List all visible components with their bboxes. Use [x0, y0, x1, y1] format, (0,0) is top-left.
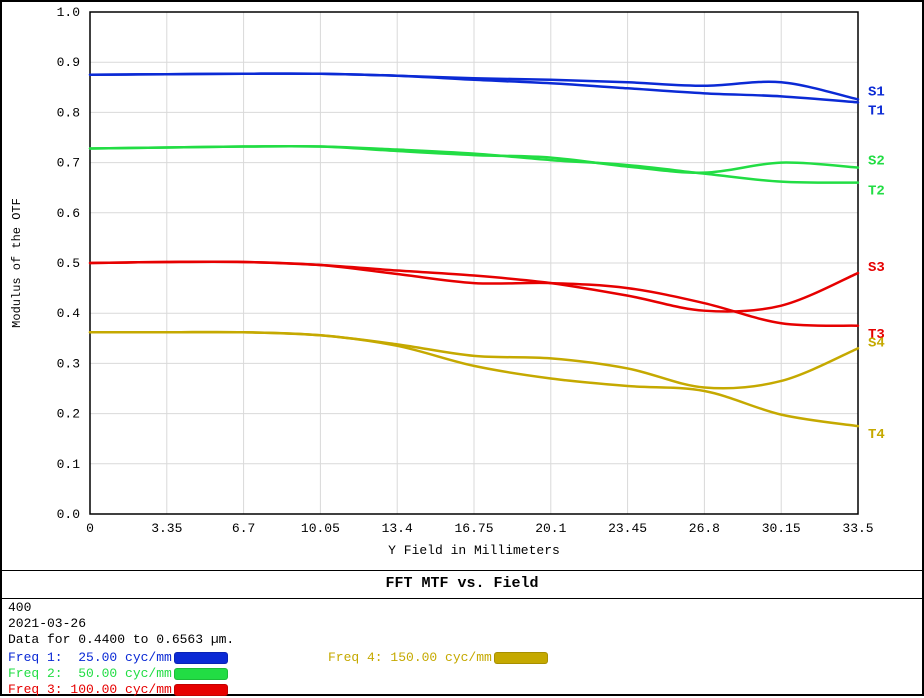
x-axis-label: Y Field in Millimeters [388, 543, 560, 558]
series-label-S4: S4 [868, 335, 885, 351]
freq-label: Freq 4: [328, 650, 383, 665]
freq-swatch [174, 684, 228, 696]
y-tick-label: 0.5 [57, 256, 80, 271]
x-tick-label: 0 [86, 521, 94, 536]
chart-title: FFT MTF vs. Field [2, 570, 922, 599]
x-tick-label: 33.5 [842, 521, 873, 536]
y-tick-label: 0.9 [57, 55, 80, 70]
x-tick-label: 6.7 [232, 521, 255, 536]
freq-label: Freq 2: [8, 666, 63, 681]
freq-entry-4: Freq 4: 150.00 cyc/mm [328, 650, 548, 666]
freq-swatch [174, 668, 228, 680]
freq-entry-1: Freq 1: 25.00 cyc/mm [8, 650, 228, 666]
x-tick-label: 30.15 [762, 521, 801, 536]
freq-value: 25.00 cyc/mm [63, 650, 172, 665]
series-label-T2: T2 [868, 184, 885, 200]
freq-entry-2: Freq 2: 50.00 cyc/mm [8, 666, 228, 682]
x-tick-label: 13.4 [382, 521, 413, 536]
frequency-legend: Freq 1: 25.00 cyc/mmFreq 2: 50.00 cyc/mm… [8, 650, 916, 698]
meta-line-1: 400 [8, 600, 916, 616]
x-tick-label: 3.35 [151, 521, 182, 536]
x-tick-label: 23.45 [608, 521, 647, 536]
meta-line-3: Data for 0.4400 to 0.6563 µm. [8, 632, 916, 648]
freq-label: Freq 1: [8, 650, 63, 665]
freq-label: Freq 3: [8, 682, 63, 697]
freq-value: 150.00 cyc/mm [383, 650, 492, 665]
x-tick-label: 10.05 [301, 521, 340, 536]
y-axis-label: Modulus of the OTF [10, 198, 24, 328]
metadata-zone: 400 2021-03-26 Data for 0.4400 to 0.6563… [8, 600, 916, 694]
optical-mtf-page: 0 3.35 6.7 10.05 13.4 16.75 20.1 23.45 26.8 30.15… [0, 0, 924, 696]
series-label-S3: S3 [868, 260, 885, 276]
freq-value: 100.00 cyc/mm [63, 682, 172, 697]
freq-swatch [174, 652, 228, 664]
series-label-T1: T1 [868, 103, 885, 119]
freq-value: 50.00 cyc/mm [63, 666, 172, 681]
y-tick-label: 1.0 [57, 5, 80, 20]
y-tick-label: 0.0 [57, 507, 80, 522]
y-tick-label: 0.7 [57, 156, 80, 171]
x-tick-label: 26.8 [689, 521, 720, 536]
series-label-T4: T4 [868, 427, 885, 443]
chart-zone: 0 3.35 6.7 10.05 13.4 16.75 20.1 23.45 26.8 30.15… [2, 2, 922, 571]
y-tick-label: 0.8 [57, 105, 80, 120]
x-tick-label: 16.75 [454, 521, 493, 536]
meta-line-2: 2021-03-26 [8, 616, 916, 632]
y-tick-label: 0.6 [57, 206, 80, 221]
y-tick-label: 0.1 [57, 457, 81, 472]
freq-swatch [494, 652, 548, 664]
y-tick-label: 0.3 [57, 356, 80, 371]
y-tick-label: 0.4 [57, 306, 81, 321]
y-tick-label: 0.2 [57, 407, 80, 422]
mtf-chart: 0 3.35 6.7 10.05 13.4 16.75 20.1 23.45 26.8 30.15… [2, 2, 922, 570]
x-tick-label: 20.1 [535, 521, 566, 536]
series-label-S2: S2 [868, 154, 885, 170]
series-label-S1: S1 [868, 84, 885, 100]
